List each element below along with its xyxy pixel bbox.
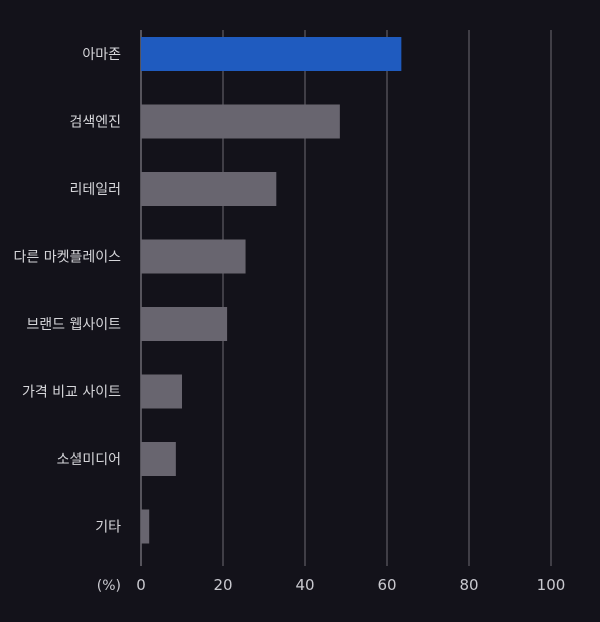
- bar-3: [141, 172, 277, 206]
- bar-7: [141, 442, 176, 476]
- x-tick-label-40: 40: [295, 576, 314, 594]
- category-label-3: 리테일러: [69, 182, 121, 198]
- category-label-1: 아마존: [82, 47, 121, 63]
- bar-1: [141, 37, 402, 71]
- bar-5: [141, 307, 228, 341]
- x-tick-label-0: 0: [136, 576, 146, 594]
- x-tick-label-20: 20: [213, 576, 232, 594]
- bar-4: [141, 239, 246, 274]
- x-tick-label-60: 60: [377, 576, 396, 594]
- bar-8: [141, 509, 150, 544]
- bar-2: [141, 104, 340, 139]
- bars: [141, 37, 402, 544]
- x-axis-ticks: 0 20 40 60 80 100: [136, 576, 565, 594]
- category-label-8: 기타: [95, 520, 121, 536]
- x-tick-label-80: 80: [459, 576, 478, 594]
- x-tick-label-100: 100: [537, 576, 566, 594]
- category-label-5: 브랜드 웹사이트: [26, 317, 121, 333]
- category-label-2: 검색엔진: [69, 115, 121, 131]
- x-axis-unit-label: (%): [97, 578, 121, 594]
- category-label-7: 소셜미디어: [57, 452, 121, 468]
- category-label-4: 다른 마켓플레이스: [14, 250, 122, 266]
- category-label-6: 가격 비교 사이트: [22, 385, 121, 401]
- bar-6: [141, 374, 182, 409]
